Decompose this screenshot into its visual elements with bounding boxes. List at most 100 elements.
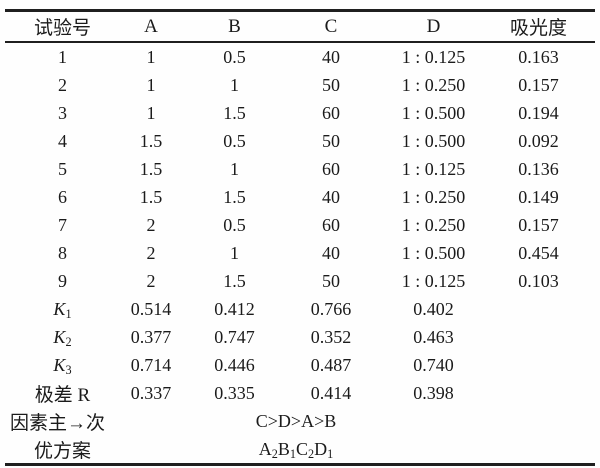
col-header-factor-b: B	[192, 10, 277, 43]
k-symbol: K	[53, 326, 66, 347]
optimal-subscript: 2	[271, 446, 278, 461]
cell-factor-b: 0.5	[223, 130, 246, 151]
cell-absorbance: 0.103	[518, 270, 559, 291]
cell-k-factor-a: 0.514	[130, 298, 172, 319]
cell-factor-a: 1.5	[139, 130, 163, 151]
cell-test-number: 2	[58, 74, 67, 95]
cell-factor-d: 1 : 0.125	[401, 270, 466, 291]
cell-factor-a: 1.5	[139, 158, 163, 179]
optimal-subscript: 1	[289, 446, 296, 461]
cell-absorbance: 0.157	[518, 74, 559, 95]
cell-absorbance: 0.454	[518, 242, 559, 263]
cell-factor-order-label: 因素主→次	[9, 412, 105, 434]
cell-k-factor-c: 0.487	[310, 354, 352, 375]
experiment-row: 2 1 1 50 1 : 0.250 0.157	[5, 71, 595, 99]
cell-factor-a: 1.5	[139, 186, 163, 207]
experiment-row: 9 2 1.5 50 1 : 0.125 0.103	[5, 267, 595, 295]
col-header-absorbance: 吸光度	[482, 10, 595, 43]
col-header-factor-a: A	[110, 10, 192, 43]
experiment-row: 8 2 1 40 1 : 0.500 0.454	[5, 239, 595, 267]
cell-empty	[482, 295, 595, 323]
cell-factor-c: 40	[322, 186, 340, 207]
optimal-subscript: 1	[327, 446, 334, 461]
cell-range-factor-c: 0.414	[310, 382, 352, 403]
table-header-row: 试验号 A B C D 吸光度	[5, 10, 595, 43]
cell-test-number: 1	[58, 46, 67, 67]
k-sum-row: K2 0.377 0.747 0.352 0.463	[5, 323, 595, 351]
cell-factor-a: 1	[146, 102, 156, 123]
factor-order-row: 因素主→次 C>D>A>B	[5, 407, 595, 435]
cell-factor-d: 1 : 0.250	[401, 214, 466, 235]
cell-optimal-value: A2B1C2D1	[258, 438, 334, 461]
cell-factor-b: 0.5	[223, 214, 246, 235]
cell-factor-a: 2	[146, 270, 156, 291]
cell-test-number: 6	[58, 186, 67, 207]
cell-test-number: 5	[58, 158, 67, 179]
k-subscript: 1	[65, 306, 72, 321]
cell-factor-a: 1	[146, 74, 156, 95]
cell-factor-d: 1 : 0.500	[401, 130, 466, 151]
cell-empty	[482, 407, 595, 435]
cell-factor-d: 1 : 0.250	[401, 74, 466, 95]
cell-factor-b: 1.5	[223, 270, 246, 291]
cell-test-number: 3	[58, 102, 67, 123]
cell-factor-c: 40	[322, 46, 340, 67]
cell-k-label: K3	[5, 351, 110, 379]
cell-k-factor-c: 0.766	[310, 298, 352, 319]
cell-k-label: K1	[5, 295, 110, 323]
k-sum-row: K3 0.714 0.446 0.487 0.740	[5, 351, 595, 379]
optimal-scheme-row: 优方案 A2B1C2D1	[5, 435, 595, 465]
cell-factor-d: 1 : 0.250	[401, 186, 466, 207]
cell-range-label: 极差 R	[34, 384, 91, 406]
cell-factor-b: 1	[230, 74, 239, 95]
k-symbol: K	[53, 298, 66, 319]
k-symbol: K	[53, 354, 66, 375]
cell-empty	[482, 323, 595, 351]
cell-factor-c: 60	[322, 158, 340, 179]
experiment-row: 7 2 0.5 60 1 : 0.250 0.157	[5, 211, 595, 239]
cell-empty	[482, 435, 595, 465]
cell-absorbance: 0.092	[518, 130, 559, 151]
cell-test-number: 8	[58, 242, 67, 263]
k-subscript: 2	[65, 334, 72, 349]
cell-range-factor-a: 0.337	[130, 382, 172, 403]
cell-factor-c: 50	[322, 74, 340, 95]
cell-absorbance: 0.136	[518, 158, 559, 179]
cell-optimal-label: 优方案	[33, 440, 91, 462]
cell-k-label: K2	[5, 323, 110, 351]
experiment-row: 3 1 1.5 60 1 : 0.500 0.194	[5, 99, 595, 127]
cell-absorbance: 0.163	[518, 46, 559, 67]
cell-factor-a: 2	[146, 214, 156, 235]
col-header-factor-d: D	[385, 10, 482, 43]
cell-absorbance: 0.157	[518, 214, 559, 235]
cell-test-number: 9	[58, 270, 67, 291]
cell-k-factor-b: 0.412	[214, 298, 255, 319]
cell-factor-a: 1	[146, 46, 156, 67]
cell-factor-b: 1	[230, 158, 239, 179]
cell-factor-d: 1 : 0.500	[401, 242, 466, 263]
cell-factor-c: 40	[322, 242, 340, 263]
table-body: 1 1 0.5 40 1 : 0.125 0.163 2 1 1 50 1 : 0.250 0.157…	[5, 42, 595, 465]
cell-factor-d: 1 : 0.500	[401, 102, 466, 123]
cell-factor-c: 50	[322, 130, 340, 151]
cell-factor-c: 60	[322, 214, 340, 235]
cell-factor-a: 2	[146, 242, 156, 263]
optimal-subscript: 2	[308, 446, 315, 461]
cell-range-factor-d: 0.398	[413, 382, 454, 403]
experiment-row: 1 1 0.5 40 1 : 0.125 0.163	[5, 42, 595, 71]
experiment-row: 5 1.5 1 60 1 : 0.125 0.136	[5, 155, 595, 183]
cell-factor-b: 1	[230, 242, 239, 263]
col-header-factor-c: C	[277, 10, 385, 43]
cell-factor-b: 1.5	[223, 186, 246, 207]
cell-absorbance: 0.149	[518, 186, 559, 207]
cell-k-factor-c: 0.352	[310, 326, 352, 347]
col-header-test-number: 试验号	[5, 10, 110, 43]
cell-factor-d: 1 : 0.125	[401, 46, 466, 67]
cell-range-factor-b: 0.335	[214, 382, 255, 403]
cell-k-factor-d: 0.463	[413, 326, 454, 347]
range-row: 极差 R 0.337 0.335 0.414 0.398	[5, 379, 595, 407]
k-sum-row: K1 0.514 0.412 0.766 0.402	[5, 295, 595, 323]
cell-test-number: 7	[58, 214, 67, 235]
orthogonal-test-table: 试验号 A B C D 吸光度 1 1 0.5 40 1 : 0.125 0.163 2 1 1…	[5, 9, 595, 466]
